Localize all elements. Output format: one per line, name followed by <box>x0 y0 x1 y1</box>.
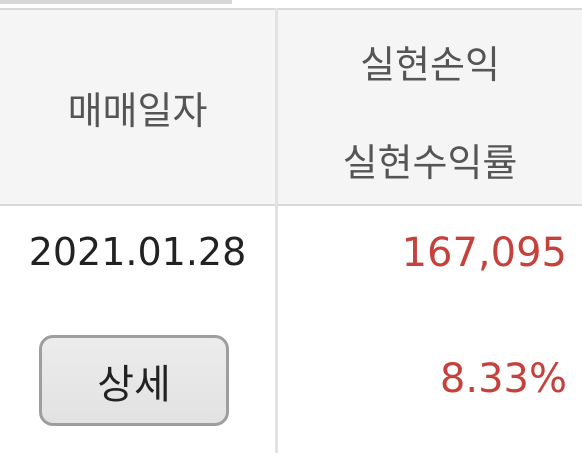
detail-button-label: 상세 <box>97 361 171 408</box>
trade-history-table: 매매일자 실현손익 실현수익률 2021.01.28 상세 167,095 8.… <box>0 8 582 453</box>
row-realized-rate: 8.33% <box>439 356 567 402</box>
detail-button[interactable]: 상세 <box>39 335 229 426</box>
header-realized-pl: 실현손익 <box>360 43 500 87</box>
column-divider <box>275 8 278 453</box>
table-header <box>0 8 582 206</box>
header-trade-date-label: 매매일자 <box>67 88 208 133</box>
header-trade-date: 매매일자 <box>0 8 275 206</box>
top-divider <box>0 0 232 4</box>
row-trade-date: 2021.01.28 <box>28 230 247 274</box>
row-realized-pl: 167,095 <box>401 230 567 276</box>
header-realized-rate: 실현수익률 <box>342 141 518 185</box>
